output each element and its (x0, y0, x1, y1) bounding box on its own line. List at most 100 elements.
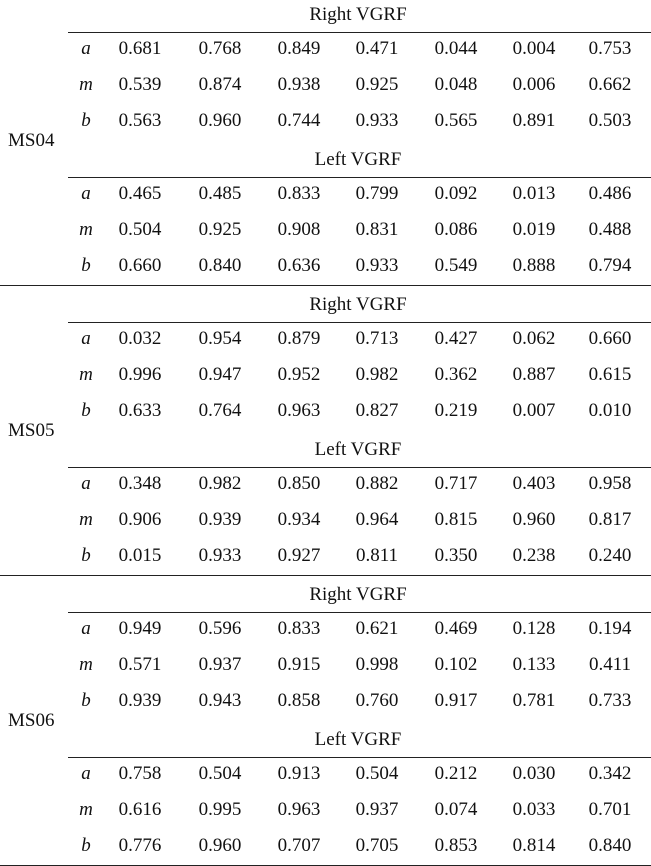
table-cell: 0.963 (277, 799, 321, 821)
subject-label: MS05 (8, 420, 55, 441)
section-heading: Left VGRF (314, 439, 402, 460)
parameter-label: m (79, 364, 93, 386)
table-cell: 0.827 (355, 400, 399, 422)
section-heading: Right VGRF (309, 584, 407, 605)
table-cell: 0.853 (434, 835, 478, 857)
table-cell: 0.062 (512, 328, 556, 349)
table-cell: 0.874 (198, 74, 242, 96)
table-cell: 0.015 (118, 545, 162, 567)
table-cell: 0.758 (118, 763, 162, 784)
table-cell: 0.879 (277, 328, 321, 349)
table-cell: 0.947 (198, 364, 242, 386)
table-cell: 0.814 (512, 835, 556, 857)
table-cell: 0.913 (277, 763, 321, 784)
table-cell: 0.240 (588, 545, 632, 567)
table-cell: 0.362 (434, 364, 478, 386)
parameter-label: m (79, 509, 93, 531)
parameter-label: m (79, 799, 93, 821)
table-cell: 0.565 (434, 110, 478, 132)
table-cell: 0.925 (198, 219, 242, 241)
parameter-label: b (81, 110, 91, 132)
table-cell: 0.937 (198, 654, 242, 676)
table-cell: 0.958 (588, 473, 632, 494)
table-cell: 0.092 (434, 183, 478, 204)
table-cell: 0.427 (434, 328, 478, 349)
parameter-label: a (81, 183, 91, 204)
table-cell: 0.960 (512, 509, 556, 531)
parameter-label: a (81, 328, 91, 349)
table-cell: 0.831 (355, 219, 399, 241)
table-cell: 0.858 (277, 690, 321, 712)
parameter-label: b (81, 400, 91, 422)
table-cell: 0.549 (434, 255, 478, 277)
table-cell: 0.925 (355, 74, 399, 96)
table-cell: 0.915 (277, 654, 321, 676)
table-cell: 0.933 (198, 545, 242, 567)
table-cell: 0.733 (588, 690, 632, 712)
table-cell: 0.840 (588, 835, 632, 857)
table-cell: 0.906 (118, 509, 162, 531)
table-cell: 0.817 (588, 509, 632, 531)
heading-underline (68, 612, 651, 613)
table-cell: 0.636 (277, 255, 321, 277)
table-cell: 0.348 (118, 473, 162, 494)
table-cell: 0.212 (434, 763, 478, 784)
table-cell: 0.503 (588, 110, 632, 132)
table-cell: 0.033 (512, 799, 556, 821)
table-cell: 0.982 (355, 364, 399, 386)
table-cell: 0.764 (198, 400, 242, 422)
table-cell: 0.917 (434, 690, 478, 712)
table-cell: 0.776 (118, 835, 162, 857)
table-cell: 0.488 (588, 219, 632, 241)
table-cell: 0.662 (588, 74, 632, 96)
table-cell: 0.888 (512, 255, 556, 277)
table-cell: 0.933 (355, 255, 399, 277)
table-cell: 0.128 (512, 618, 556, 639)
table-cell: 0.995 (198, 799, 242, 821)
table-cell: 0.411 (588, 654, 632, 676)
table-cell: 0.849 (277, 38, 321, 59)
section-heading: Right VGRF (309, 4, 407, 25)
table-cell: 0.681 (118, 38, 162, 59)
table-cell: 0.927 (277, 545, 321, 567)
table-cell: 0.882 (355, 473, 399, 494)
table-cell: 0.952 (277, 364, 321, 386)
table-cell: 0.815 (434, 509, 478, 531)
table-cell: 0.794 (588, 255, 632, 277)
table-cell: 0.939 (118, 690, 162, 712)
table-cell: 0.701 (588, 799, 632, 821)
table-cell: 0.660 (118, 255, 162, 277)
parameter-label: m (79, 74, 93, 96)
table-cell: 0.811 (355, 545, 399, 567)
table-cell: 0.539 (118, 74, 162, 96)
heading-underline (68, 322, 651, 323)
table-cell: 0.465 (118, 183, 162, 204)
table-cell: 0.943 (198, 690, 242, 712)
subject-divider (0, 285, 651, 286)
table-cell: 0.954 (198, 328, 242, 349)
table-cell: 0.504 (355, 763, 399, 784)
table-cell: 0.219 (434, 400, 478, 422)
parameter-label: b (81, 835, 91, 857)
table-cell: 0.471 (355, 38, 399, 59)
table-cell: 0.949 (118, 618, 162, 639)
table-cell: 0.504 (198, 763, 242, 784)
table-cell: 0.833 (277, 183, 321, 204)
table-cell: 0.074 (434, 799, 478, 821)
table-cell: 0.713 (355, 328, 399, 349)
table-cell: 0.004 (512, 38, 556, 59)
table-cell: 0.019 (512, 219, 556, 241)
table-cell: 0.934 (277, 509, 321, 531)
table-cell: 0.633 (118, 400, 162, 422)
section-heading: Left VGRF (314, 149, 402, 170)
table-cell: 0.010 (588, 400, 632, 422)
table-cell: 0.964 (355, 509, 399, 531)
table-cell: 0.887 (512, 364, 556, 386)
heading-underline (68, 32, 651, 33)
table-cell: 0.840 (198, 255, 242, 277)
subject-divider (0, 575, 651, 576)
table-cell: 0.486 (588, 183, 632, 204)
table-cell: 0.504 (118, 219, 162, 241)
table-cell: 0.403 (512, 473, 556, 494)
